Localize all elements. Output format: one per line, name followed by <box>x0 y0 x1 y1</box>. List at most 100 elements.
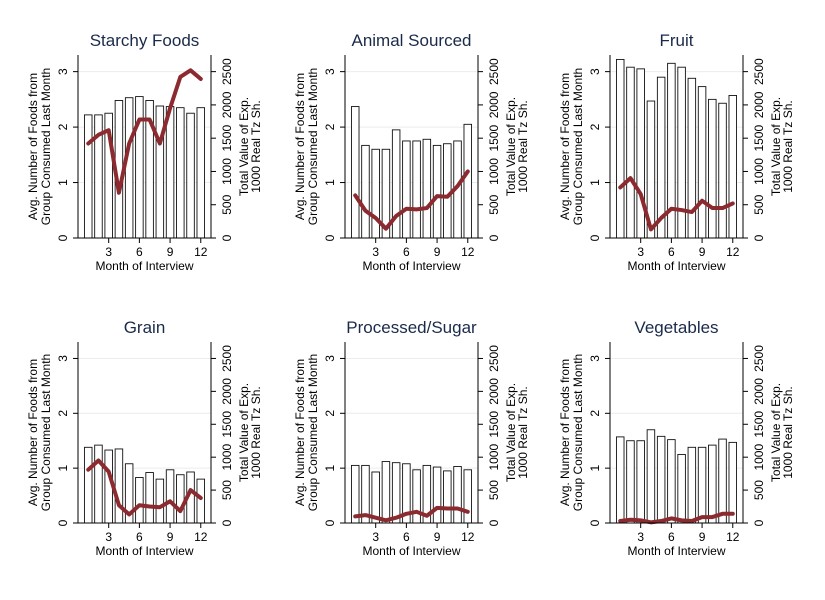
left-axis-label-line-2: Group Consumed Last Month <box>39 68 53 225</box>
right-tick-label: 2500 <box>487 345 501 372</box>
left-tick-label: 0 <box>323 519 337 526</box>
bar-month-9 <box>697 446 707 524</box>
right-tick-label: 0 <box>220 519 234 526</box>
x-tick-label: 12 <box>726 245 740 259</box>
bar-month-6 <box>667 439 676 524</box>
x-tick-label: 6 <box>136 245 143 259</box>
right-tick-label: 0 <box>487 519 501 526</box>
bar-month-12 <box>196 478 206 524</box>
left-tick-label: 3 <box>56 68 70 75</box>
right-tick-label: 0 <box>220 234 234 241</box>
right-tick-label: 0 <box>752 519 766 526</box>
bar-month-8 <box>155 478 165 524</box>
right-axis-label-line-2: 1000 Real Tz Sh. <box>781 386 795 479</box>
right-tick-label: 2000 <box>752 378 766 405</box>
x-tick-label: 9 <box>167 530 174 544</box>
right-axis-label-line-1: Total Value of Exp. <box>504 383 518 482</box>
x-tick-label: 6 <box>668 530 675 544</box>
bar-month-2 <box>94 444 103 524</box>
x-tick-label: 3 <box>637 530 644 544</box>
bar-month-10 <box>176 107 185 239</box>
right-tick-label: 1000 <box>487 158 501 185</box>
left-axis-label-line-1: Avg. Number of Foods from <box>558 73 572 220</box>
x-tick-label: 12 <box>726 530 740 544</box>
right-axis-label-line-2: 1000 Real Tz Sh. <box>249 100 263 193</box>
x-tick-label: 9 <box>434 530 441 544</box>
bar-month-1 <box>350 106 360 239</box>
bar-month-9 <box>165 106 175 239</box>
x-tick-label: 9 <box>699 245 706 259</box>
chart-title: Starchy Foods <box>90 31 200 50</box>
left-axis-label-line-1: Avg. Number of Foods from <box>293 359 307 506</box>
x-axis-label: Month of Interview <box>627 259 725 273</box>
left-axis-label-line-1: Avg. Number of Foods from <box>293 73 307 220</box>
bar-month-9 <box>165 469 175 524</box>
bar-month-10 <box>443 470 452 524</box>
bar-month-7 <box>677 453 686 524</box>
right-tick-label: 1500 <box>752 125 766 152</box>
right-tick-label: 2500 <box>487 58 501 85</box>
right-tick-label: 500 <box>752 480 766 500</box>
left-tick-label: 1 <box>588 179 602 186</box>
left-tick-label: 2 <box>56 123 70 130</box>
bar-month-2 <box>361 144 370 239</box>
x-tick-label: 3 <box>105 245 112 259</box>
bar-month-5 <box>124 97 134 239</box>
left-tick-label: 3 <box>588 68 602 75</box>
left-tick-label: 1 <box>56 464 70 471</box>
right-axis-label-line-2: 1000 Real Tz Sh. <box>781 100 795 193</box>
bar-month-5 <box>656 435 666 524</box>
left-tick-label: 0 <box>56 519 70 526</box>
bar-month-6 <box>135 477 144 524</box>
bar-month-8 <box>422 138 432 239</box>
right-axis-label-line-1: Total Value of Exp. <box>769 97 783 196</box>
bar-month-3 <box>636 68 645 239</box>
bar-month-7 <box>145 472 154 524</box>
right-axis-label-line-1: Total Value of Exp. <box>237 383 251 482</box>
x-tick-label: 12 <box>461 530 475 544</box>
right-axis-label-line-1: Total Value of Exp. <box>769 383 783 482</box>
chart-title: Vegetables <box>634 318 718 337</box>
left-axis-label-line-1: Avg. Number of Foods from <box>26 73 40 220</box>
left-tick-label: 0 <box>588 234 602 241</box>
right-tick-label: 2000 <box>752 91 766 118</box>
left-tick-label: 2 <box>588 123 602 130</box>
bar-month-12 <box>728 95 738 239</box>
chart-panel-5: Processed/Sugar0123050010001500200025003… <box>293 318 530 558</box>
bar-month-2 <box>626 440 635 524</box>
right-tick-label: 2000 <box>220 378 234 405</box>
bar-month-10 <box>176 474 185 524</box>
left-tick-label: 2 <box>323 123 337 130</box>
bar-month-4 <box>114 448 124 524</box>
right-axis-label-line-2: 1000 Real Tz Sh. <box>516 100 530 193</box>
x-tick-label: 3 <box>372 245 379 259</box>
bar-month-11 <box>186 112 195 239</box>
x-tick-label: 6 <box>668 245 675 259</box>
x-axis-label: Month of Interview <box>627 544 725 558</box>
x-tick-label: 6 <box>136 530 143 544</box>
left-tick-label: 0 <box>323 234 337 241</box>
x-tick-label: 9 <box>434 245 441 259</box>
bar-month-9 <box>432 466 442 524</box>
right-axis-label-line-2: 1000 Real Tz Sh. <box>516 386 530 479</box>
chart-title: Grain <box>124 318 166 337</box>
left-tick-label: 0 <box>588 519 602 526</box>
bar-month-5 <box>391 462 401 524</box>
left-axis-label-line-1: Avg. Number of Foods from <box>558 359 572 506</box>
x-tick-label: 12 <box>194 530 208 544</box>
left-tick-label: 3 <box>323 68 337 75</box>
x-tick-label: 12 <box>194 245 208 259</box>
right-tick-label: 1000 <box>220 158 234 185</box>
bar-month-1 <box>615 58 625 239</box>
right-tick-label: 2500 <box>752 58 766 85</box>
bar-month-12 <box>728 441 738 524</box>
bar-month-11 <box>453 466 462 524</box>
right-tick-label: 2000 <box>220 91 234 118</box>
left-axis-label-line-2: Group Consumed Last Month <box>571 68 585 225</box>
x-tick-label: 6 <box>403 530 410 544</box>
bar-month-9 <box>432 144 442 239</box>
